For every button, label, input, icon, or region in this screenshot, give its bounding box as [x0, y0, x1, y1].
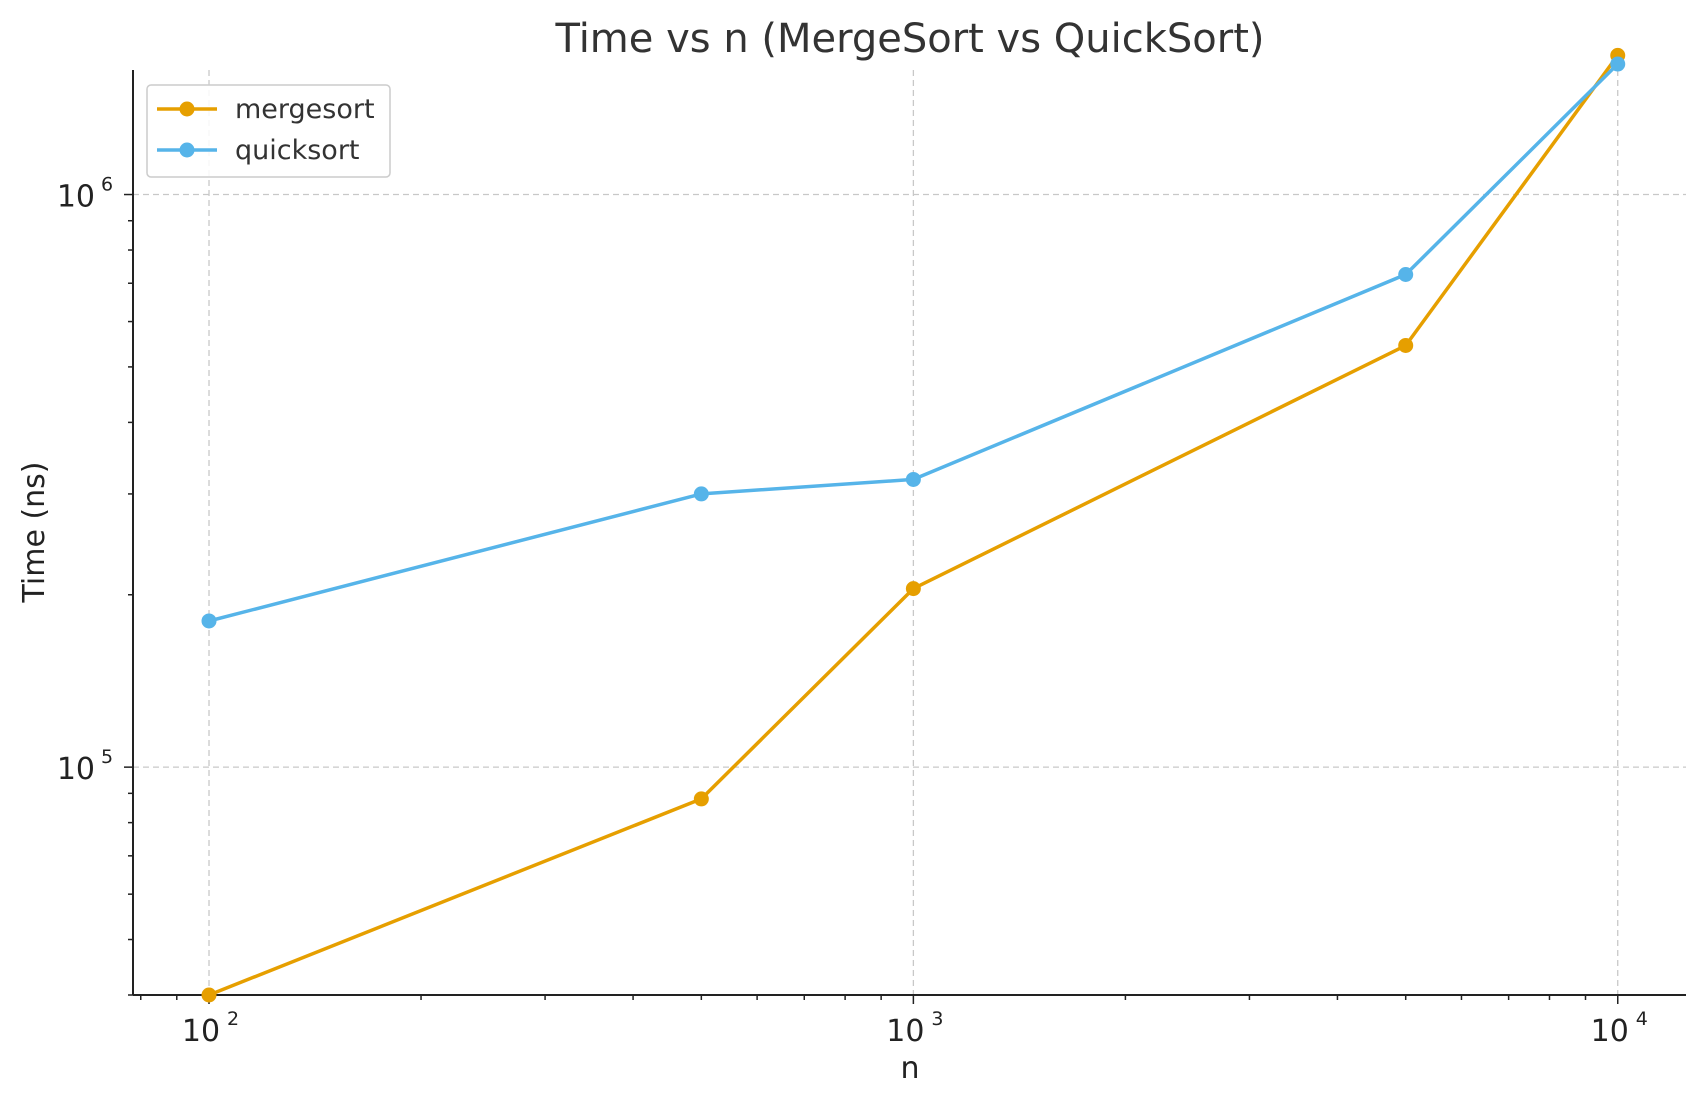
y-tick-label-0: 10 — [57, 752, 95, 787]
legend-label-mergesort: mergesort — [235, 94, 375, 125]
minor-ticks — [128, 219, 1587, 1000]
x-axis-label: n — [900, 1051, 919, 1086]
y-axis-label: Time (ns) — [17, 461, 52, 603]
x-tick-exponent-0: 2 — [227, 1008, 239, 1030]
grid — [133, 70, 1686, 995]
quicksort-point-4 — [1610, 56, 1626, 72]
quicksort-point-1 — [693, 486, 709, 502]
legend-marker-quicksort — [179, 142, 195, 158]
chart-title: Time vs n (MergeSort vs QuickSort) — [554, 16, 1264, 62]
series-layer — [201, 47, 1626, 1003]
x-tick-label-1: 10 — [886, 1014, 924, 1049]
y-tick-label-1: 10 — [57, 180, 95, 215]
x-tick-label-0: 10 — [182, 1014, 220, 1049]
tick-labels: 10 2 10 3 10 4 10 5 10 6 — [57, 174, 1648, 1049]
mergesort-point-2 — [905, 581, 921, 597]
y-tick-exponent-1: 6 — [101, 174, 113, 196]
quicksort-point-2 — [905, 471, 921, 487]
quicksort-point-0 — [201, 613, 217, 629]
legend-label-quicksort: quicksort — [235, 135, 360, 166]
legend: mergesort quicksort — [146, 84, 391, 178]
mergesort-point-3 — [1398, 337, 1414, 353]
quicksort-point-3 — [1398, 267, 1414, 283]
y-tick-exponent-0: 5 — [101, 746, 113, 768]
legend-marker-mergesort — [179, 101, 195, 117]
mergesort-point-0 — [201, 987, 217, 1003]
x-tick-label-2: 10 — [1591, 1014, 1629, 1049]
x-tick-exponent-1: 3 — [931, 1008, 943, 1030]
mergesort-point-1 — [693, 791, 709, 807]
x-tick-exponent-2: 4 — [1636, 1008, 1648, 1030]
